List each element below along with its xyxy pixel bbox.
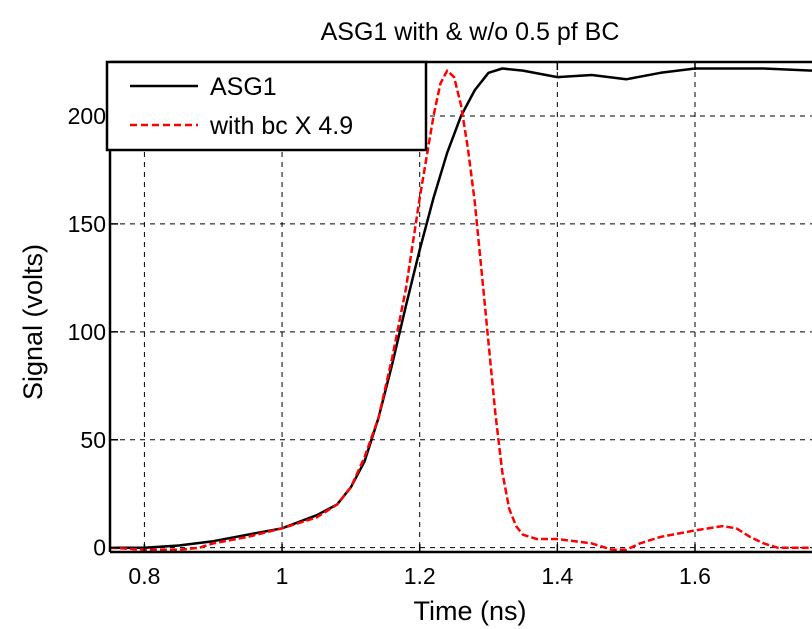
x-axis-label: Time (ns) — [414, 596, 527, 626]
y-tick-label: 50 — [80, 427, 106, 453]
legend-box — [105, 60, 428, 152]
x-tick-label: 0.8 — [128, 563, 160, 589]
x-tick-label: 1 — [276, 563, 289, 589]
series-line-with-bc — [110, 69, 812, 552]
chart-title: ASG1 with & w/o 0.5 pf BC — [321, 18, 620, 46]
x-tick-label: 1.2 — [404, 563, 436, 589]
y-tick-label: 100 — [68, 319, 106, 345]
legend-label-asg1: ASG1 — [210, 73, 277, 101]
y-tick-label: 0 — [93, 535, 106, 561]
y-tick-label: 150 — [68, 211, 106, 237]
y-axis-label: Signal (volts) — [18, 244, 48, 400]
x-tick-label: 1.6 — [679, 563, 711, 589]
tick-labels: 0.8 1 1.2 1.4 1.6 0 50 100 150 200 — [68, 103, 711, 589]
series-group — [110, 67, 812, 552]
legend: ASG1 with bc X 4.9 — [105, 60, 428, 152]
x-tick-label: 1.4 — [541, 563, 573, 589]
legend-label-with-bc: with bc X 4.9 — [209, 112, 353, 140]
y-tick-label: 200 — [68, 103, 106, 129]
